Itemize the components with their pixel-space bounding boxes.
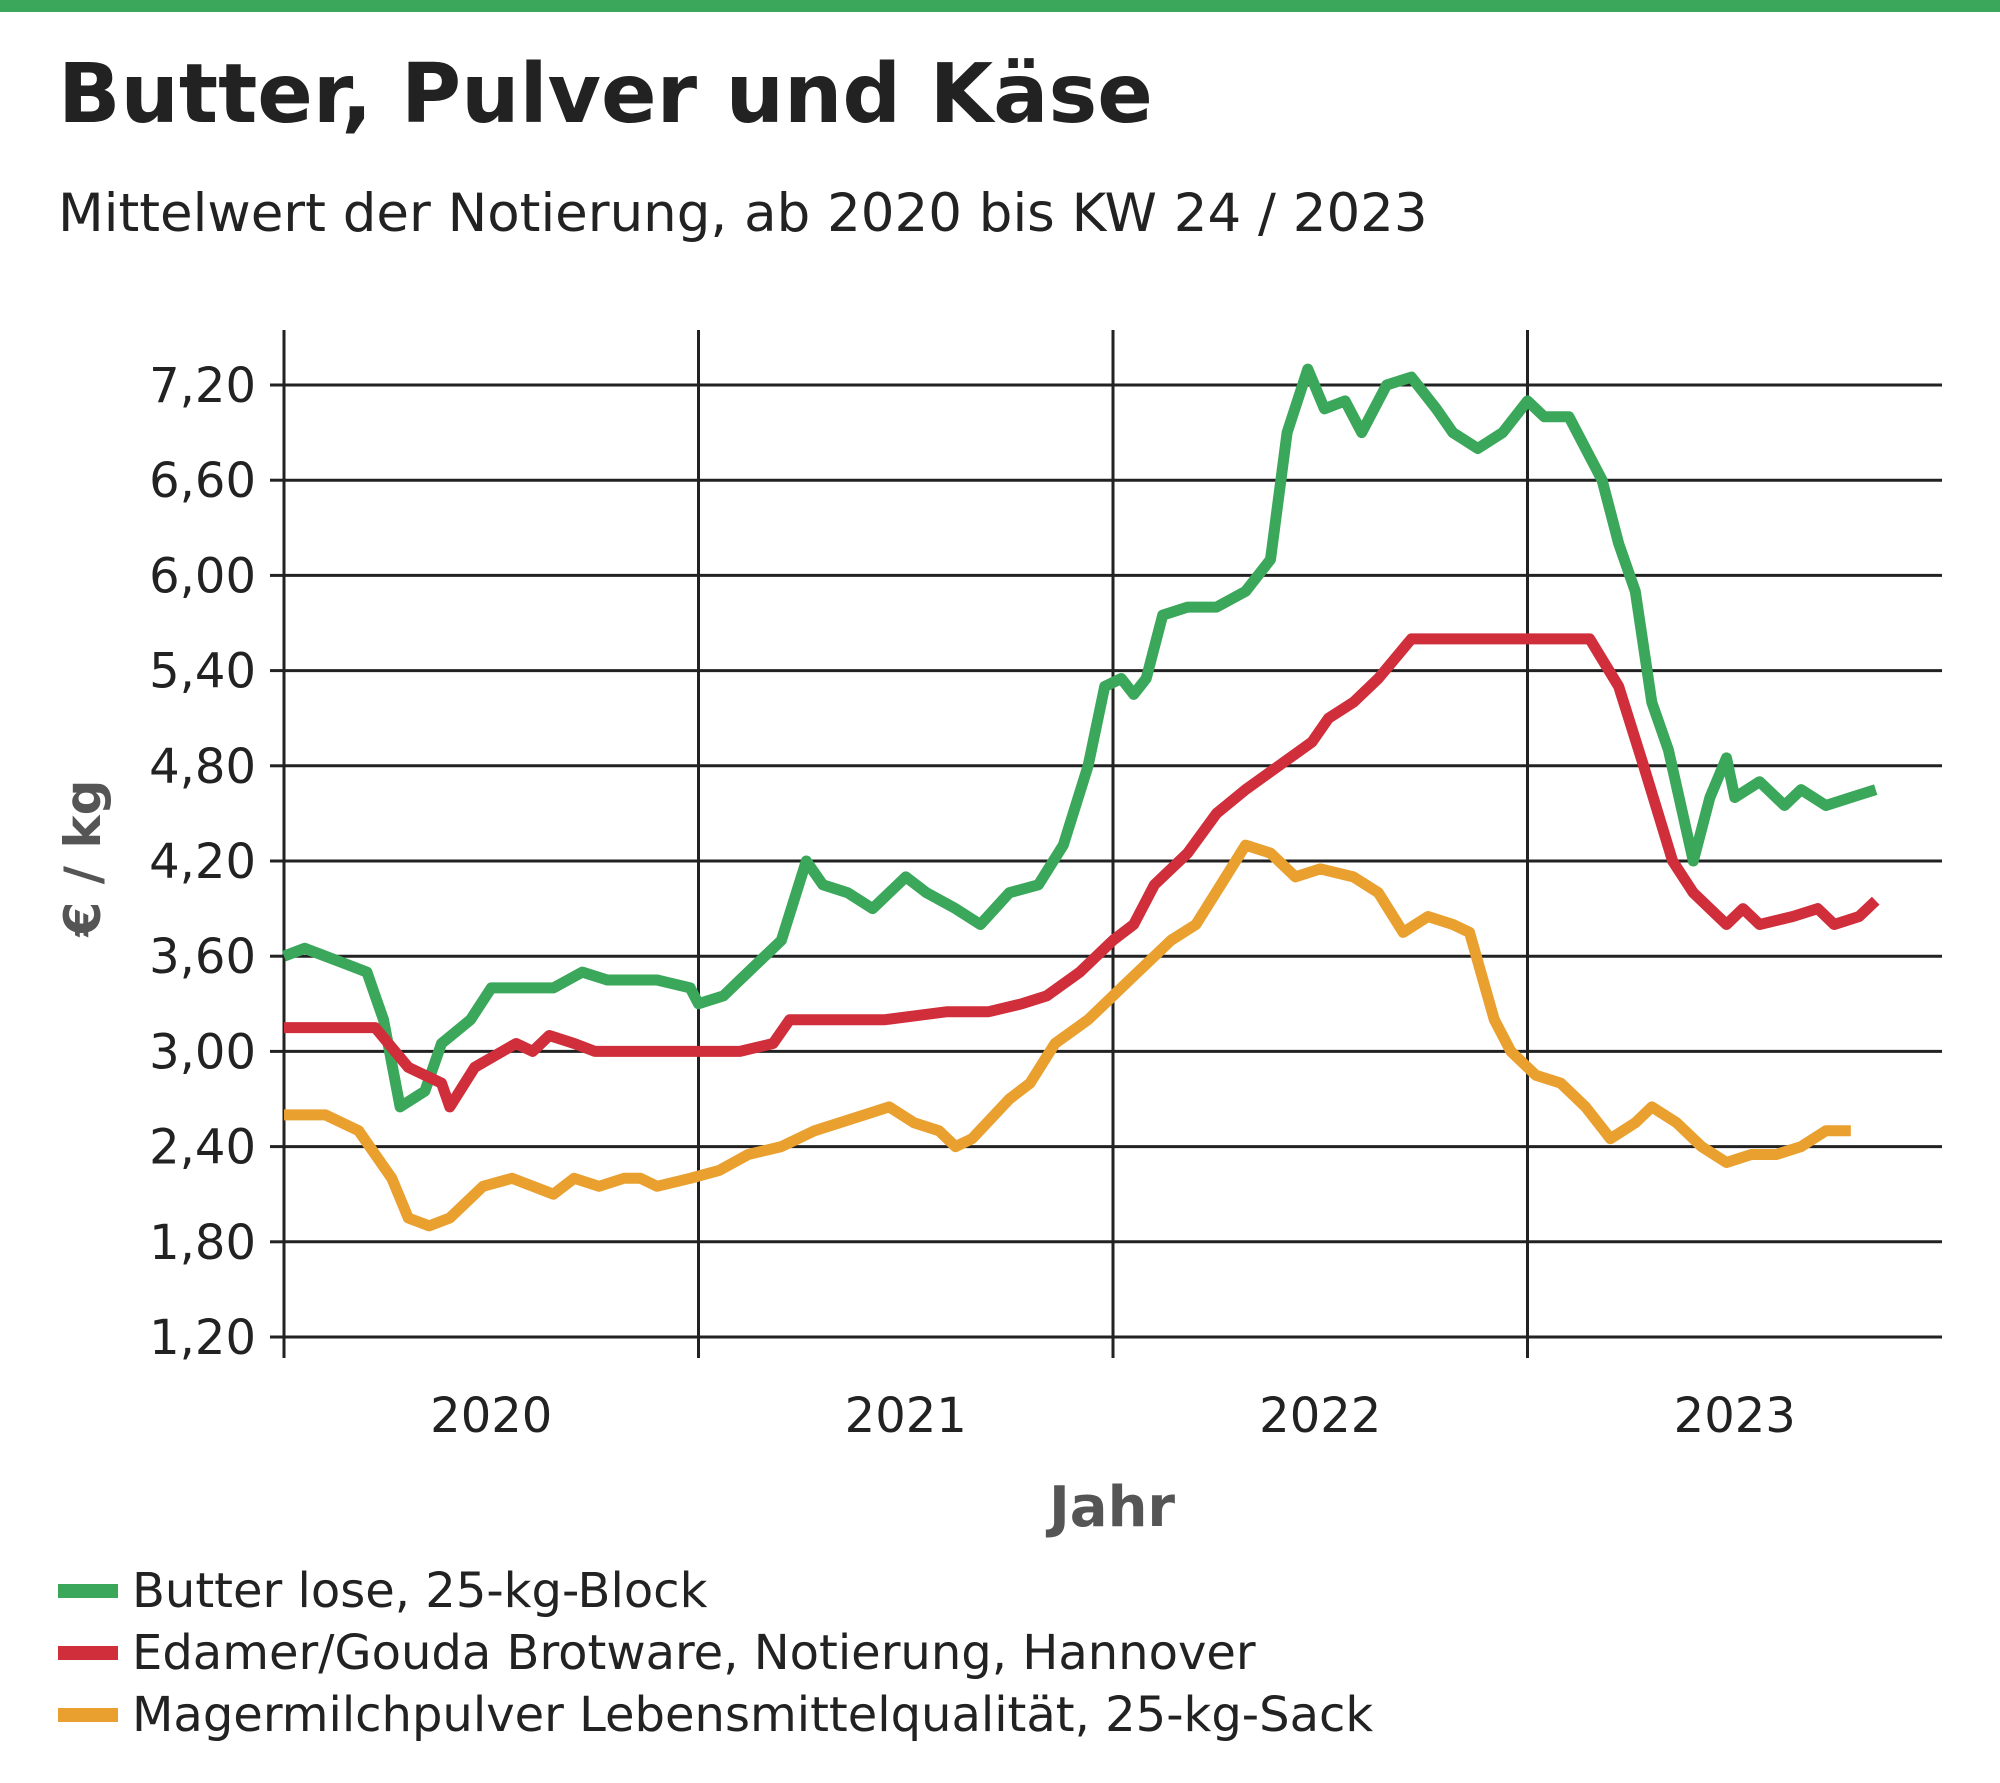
x-tick-label: 2022 <box>1259 1388 1381 1444</box>
chart-title: Butter, Pulver und Käse <box>58 47 1153 142</box>
legend-swatch-butter <box>58 1584 118 1598</box>
y-tick-label: 6,00 <box>149 548 256 604</box>
x-tick-label: 2023 <box>1674 1388 1796 1444</box>
x-axis-label: Jahr <box>1045 1475 1175 1540</box>
y-tick-label: 6,60 <box>149 453 256 509</box>
powder-series-line <box>284 839 1851 1232</box>
y-tick-label: 4,80 <box>149 739 256 795</box>
cheese-series-line <box>284 633 1880 1113</box>
accent-top-bar <box>0 0 2000 12</box>
legend-label-butter: Butter lose, 25-kg-Block <box>132 1563 708 1619</box>
legend-item-powder: Magermilchpulver Lebensmittelqualität, 2… <box>58 1684 1373 1746</box>
y-tick-label: 1,80 <box>149 1215 256 1271</box>
legend-label-cheese: Edamer/Gouda Brotware, Notierung, Hannov… <box>132 1625 1256 1681</box>
x-tick-label: 2021 <box>845 1388 967 1444</box>
butter-series-line <box>282 363 1878 1113</box>
x-tick-labels: 2020 2021 2022 2023 <box>430 1388 1796 1444</box>
y-tick-label: 1,20 <box>149 1310 256 1366</box>
series-lines <box>282 363 1880 1232</box>
legend-swatch-cheese <box>58 1646 118 1660</box>
legend: Butter lose, 25-kg-Block Edamer/Gouda Br… <box>58 1560 1373 1746</box>
chart-subtitle: Mittelwert der Notierung, ab 2020 bis KW… <box>58 183 1428 244</box>
line-chart: 1,20 1,80 2,40 3,00 3,60 4,20 4,80 5,40 6,00 6,60… <box>54 330 1942 1540</box>
y-tick-label: 4,20 <box>149 834 256 890</box>
y-tick-label: 3,60 <box>149 929 256 985</box>
legend-item-butter: Butter lose, 25-kg-Block <box>58 1560 1373 1622</box>
y-tick-label: 7,20 <box>149 358 256 414</box>
y-tick-labels: 1,20 1,80 2,40 3,00 3,60 4,20 4,80 5,40 6,00 6,60… <box>149 358 256 1366</box>
legend-swatch-powder <box>58 1708 118 1722</box>
y-axis-label: € / kg <box>54 780 112 938</box>
y-tick-label: 3,00 <box>149 1024 256 1080</box>
legend-item-cheese: Edamer/Gouda Brotware, Notierung, Hannov… <box>58 1622 1373 1684</box>
y-tick-label: 2,40 <box>149 1120 256 1176</box>
y-tick-label: 5,40 <box>149 644 256 700</box>
legend-label-powder: Magermilchpulver Lebensmittelqualität, 2… <box>132 1687 1374 1743</box>
grid <box>270 330 1942 1358</box>
x-tick-label: 2020 <box>430 1388 552 1444</box>
